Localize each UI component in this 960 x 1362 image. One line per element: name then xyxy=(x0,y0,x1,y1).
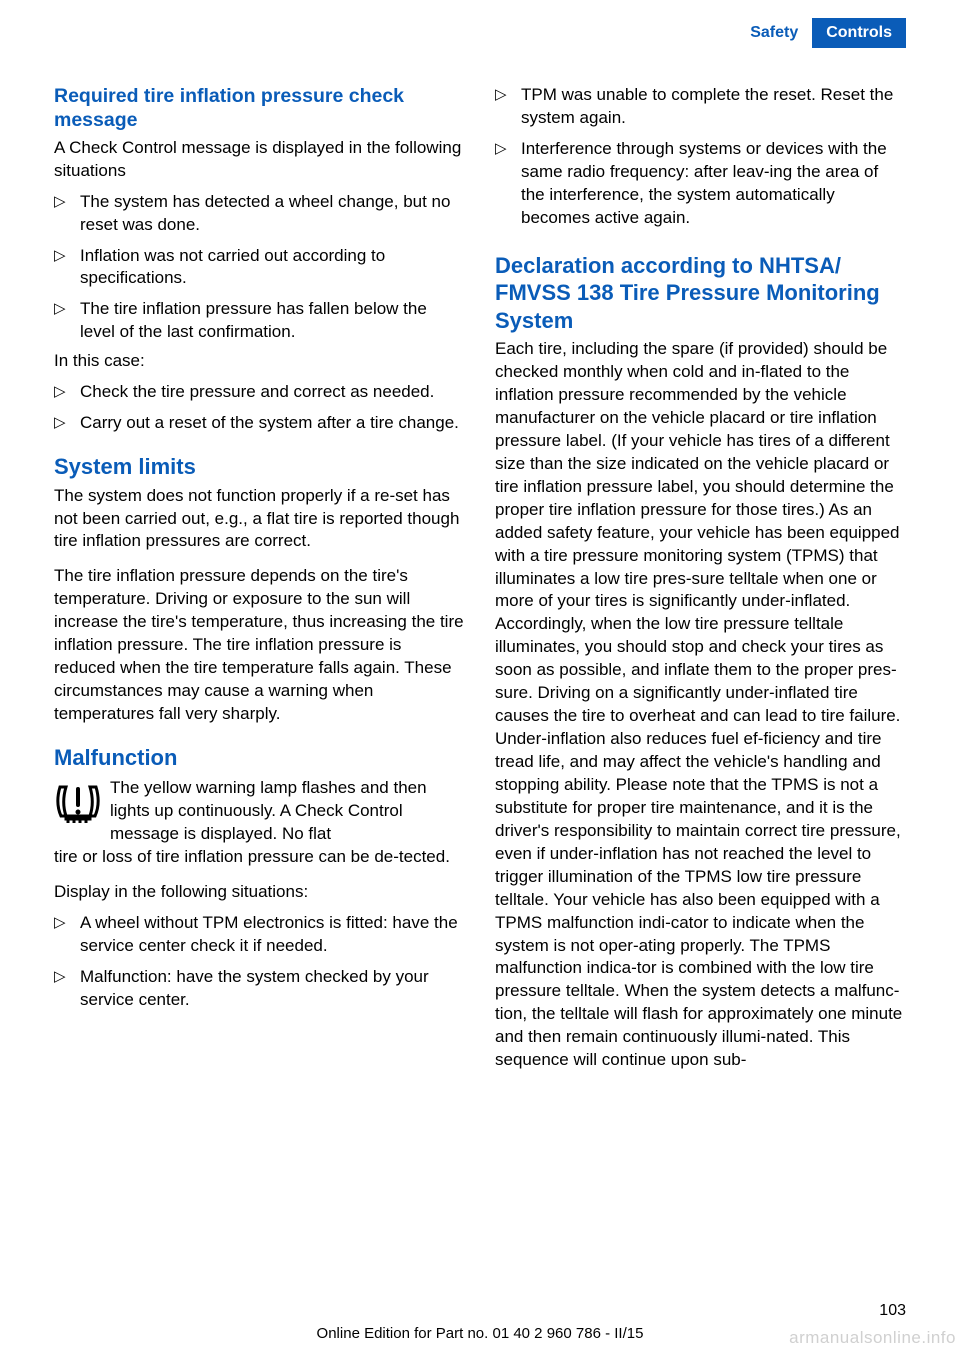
para: The tire inflation pressure depends on t… xyxy=(54,565,465,726)
list-item: Inflation was not carried out according … xyxy=(54,245,465,291)
heading-malfunction: Malfunction xyxy=(54,744,465,772)
watermark: armanualsonline.info xyxy=(789,1328,956,1348)
list-item: The system has detected a wheel change, … xyxy=(54,191,465,237)
para: In this case: xyxy=(54,350,465,373)
list-item: Carry out a reset of the system after a … xyxy=(54,412,465,435)
bullet-list: The system has detected a wheel change, … xyxy=(54,191,465,345)
tpms-warning-icon xyxy=(54,779,102,830)
list-item: A wheel without TPM electronics is fitte… xyxy=(54,912,465,958)
heading-nhtsa: Declaration according to NHTSA/ FMVSS 13… xyxy=(495,252,906,335)
para: Each tire, including the spare (if provi… xyxy=(495,338,906,1072)
right-column: TPM was unable to complete the reset. Re… xyxy=(495,84,906,1292)
para: The system does not function properly if… xyxy=(54,485,465,554)
header-tabs: Safety Controls xyxy=(736,18,906,48)
para: A Check Control message is displayed in … xyxy=(54,137,465,183)
malfunction-block: The yellow warning lamp flashes and then… xyxy=(54,777,465,846)
list-item: Interference through systems or devices … xyxy=(495,138,906,230)
tab-controls: Controls xyxy=(812,18,906,48)
left-column: Required tire inflation pressure check m… xyxy=(54,84,465,1292)
para: Display in the following situations: xyxy=(54,881,465,904)
bullet-list: Check the tire pressure and correct as n… xyxy=(54,381,465,435)
list-item: Check the tire pressure and correct as n… xyxy=(54,381,465,404)
page-content: Required tire inflation pressure check m… xyxy=(54,84,906,1292)
para: tire or loss of tire inflation pressure … xyxy=(54,846,465,869)
heading-required-check: Required tire inflation pressure check m… xyxy=(54,84,465,133)
para: The yellow warning lamp flashes and then… xyxy=(110,777,465,846)
bullet-list: A wheel without TPM electronics is fitte… xyxy=(54,912,465,1012)
list-item: The tire inflation pressure has fallen b… xyxy=(54,298,465,344)
list-item: Malfunction: have the system checked by … xyxy=(54,966,465,1012)
bullet-list: TPM was unable to complete the reset. Re… xyxy=(495,84,906,230)
page-number: 103 xyxy=(879,1302,906,1320)
tab-safety: Safety xyxy=(736,18,812,48)
heading-system-limits: System limits xyxy=(54,453,465,481)
list-item: TPM was unable to complete the reset. Re… xyxy=(495,84,906,130)
